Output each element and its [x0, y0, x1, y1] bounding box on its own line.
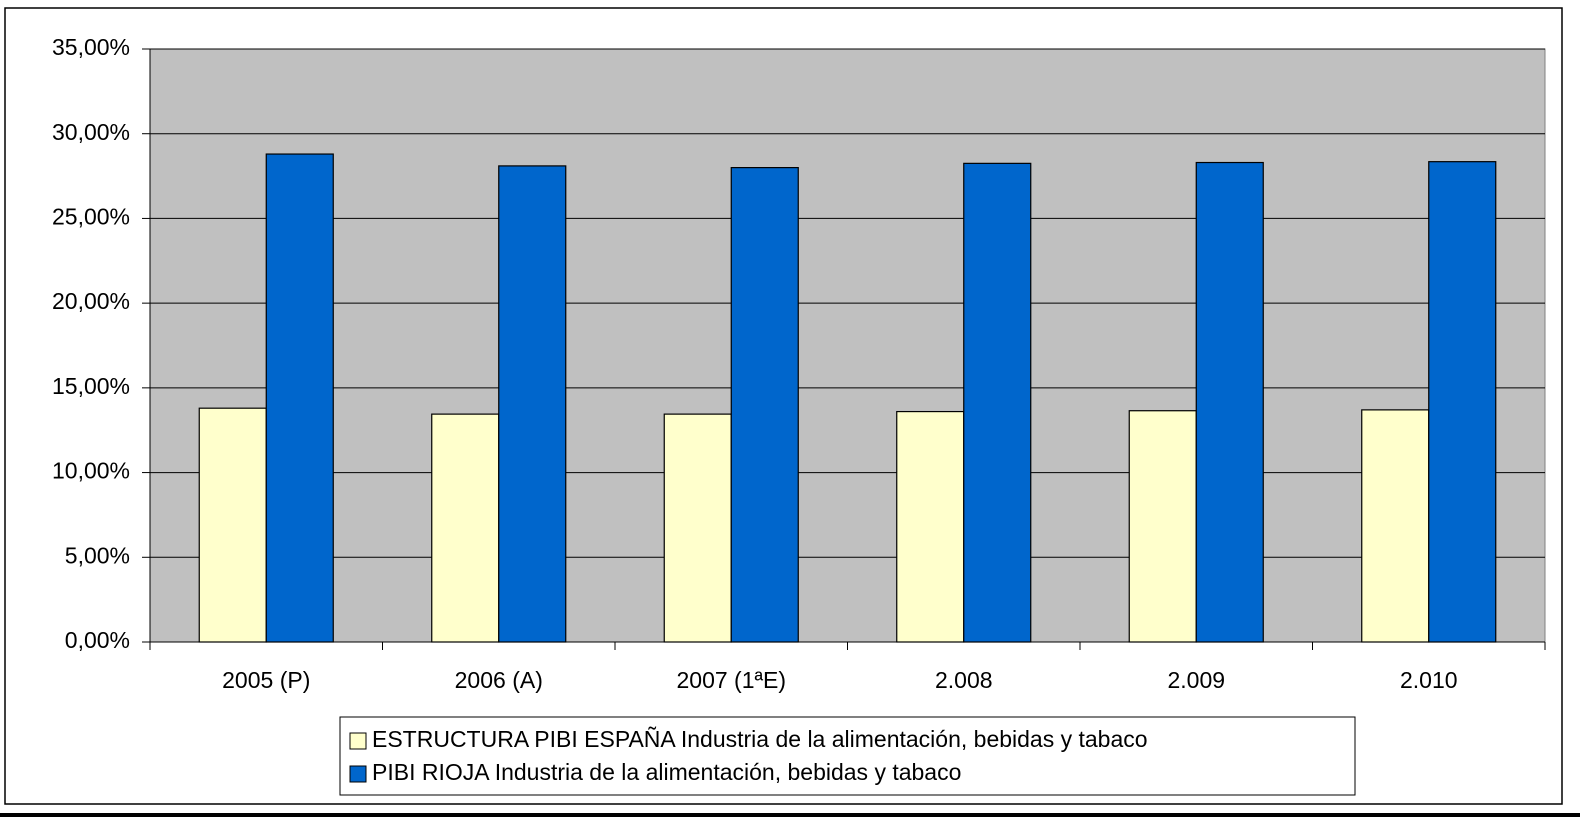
bar — [963, 162, 1032, 643]
bar — [896, 410, 965, 643]
y-tick-label: 30,00% — [52, 119, 130, 145]
bar — [1128, 410, 1197, 643]
y-tick-label: 25,00% — [52, 204, 130, 230]
legend-swatch — [349, 765, 367, 783]
bar — [498, 165, 567, 643]
y-tick-label: 20,00% — [52, 288, 130, 314]
legend-label: ESTRUCTURA PIBI ESPAÑA Industria de la a… — [372, 726, 1148, 752]
x-tick-label: 2.010 — [1400, 667, 1458, 693]
bar — [730, 167, 799, 643]
y-tick-label: 5,00% — [65, 542, 130, 568]
bar — [1361, 409, 1430, 643]
bar — [1195, 161, 1264, 643]
y-tick-label: 35,00% — [52, 34, 130, 60]
y-tick-label: 10,00% — [52, 458, 130, 484]
y-tick-label: 15,00% — [52, 373, 130, 399]
x-tick-label: 2005 (P) — [222, 667, 310, 693]
x-tick-label: 2.008 — [935, 667, 993, 693]
x-tick-label: 2.009 — [1167, 667, 1225, 693]
legend-box — [339, 716, 1356, 796]
bar — [1428, 161, 1497, 643]
x-tick-label: 2007 (1ªE) — [676, 667, 786, 693]
bar — [663, 413, 732, 643]
bar — [431, 413, 500, 643]
legend-label: PIBI RIOJA Industria de la alimentación,… — [372, 759, 961, 785]
plot-area — [149, 48, 1546, 643]
bar — [198, 407, 267, 643]
bar — [265, 153, 334, 643]
y-tick-label: 0,00% — [65, 627, 130, 653]
x-tick-label: 2006 (A) — [455, 667, 543, 693]
legend-swatch — [349, 732, 367, 750]
